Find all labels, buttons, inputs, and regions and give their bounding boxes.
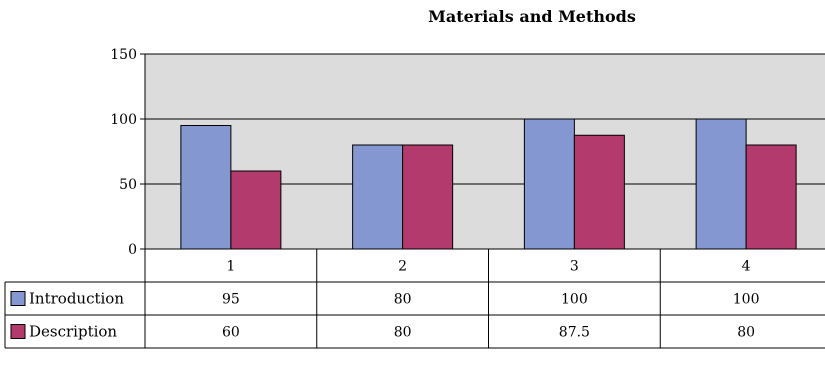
data-label-introduction-1: 95 — [222, 292, 240, 308]
data-label-description-1: 60 — [222, 325, 240, 341]
data-label-introduction-4: 100 — [733, 292, 760, 308]
data-label-introduction-3: 100 — [561, 292, 588, 308]
chart-title: Materials and Methods — [428, 7, 636, 26]
bar-description-3 — [573, 134, 625, 250]
legend-label-introduction: Introduction — [29, 290, 124, 308]
bars — [180, 118, 797, 250]
bar-introduction-1 — [180, 125, 232, 250]
bar-introduction-3 — [523, 118, 575, 250]
y-tick-label: 150 — [110, 47, 137, 63]
y-tick-label: 0 — [128, 242, 137, 258]
data-label-introduction-2: 80 — [394, 292, 412, 308]
data-label-description-3: 87.5 — [559, 325, 590, 341]
bar-introduction-2 — [352, 144, 404, 250]
legend-swatch-description — [10, 324, 26, 339]
legend-swatch-introduction — [10, 291, 26, 306]
data-label-description-2: 80 — [394, 325, 412, 341]
y-tick-label: 50 — [119, 177, 137, 193]
data-label-description-4: 80 — [737, 325, 755, 341]
y-axis: 0 50 100 150 — [110, 47, 146, 258]
category-label-2: 2 — [398, 259, 407, 275]
bar-description-4 — [745, 144, 797, 250]
legend-label-description: Description — [29, 323, 117, 341]
bar-description-1 — [230, 170, 282, 250]
category-label-3: 3 — [570, 259, 579, 275]
bar-description-2 — [402, 144, 454, 250]
category-label-4: 4 — [742, 259, 751, 275]
data-table: 1 2 3 4 Introduction 95 80 100 100 Description 60 8… — [4, 248, 825, 349]
category-label-1: 1 — [226, 259, 235, 275]
bar-introduction-4 — [695, 118, 747, 250]
y-tick-label: 100 — [110, 112, 137, 128]
